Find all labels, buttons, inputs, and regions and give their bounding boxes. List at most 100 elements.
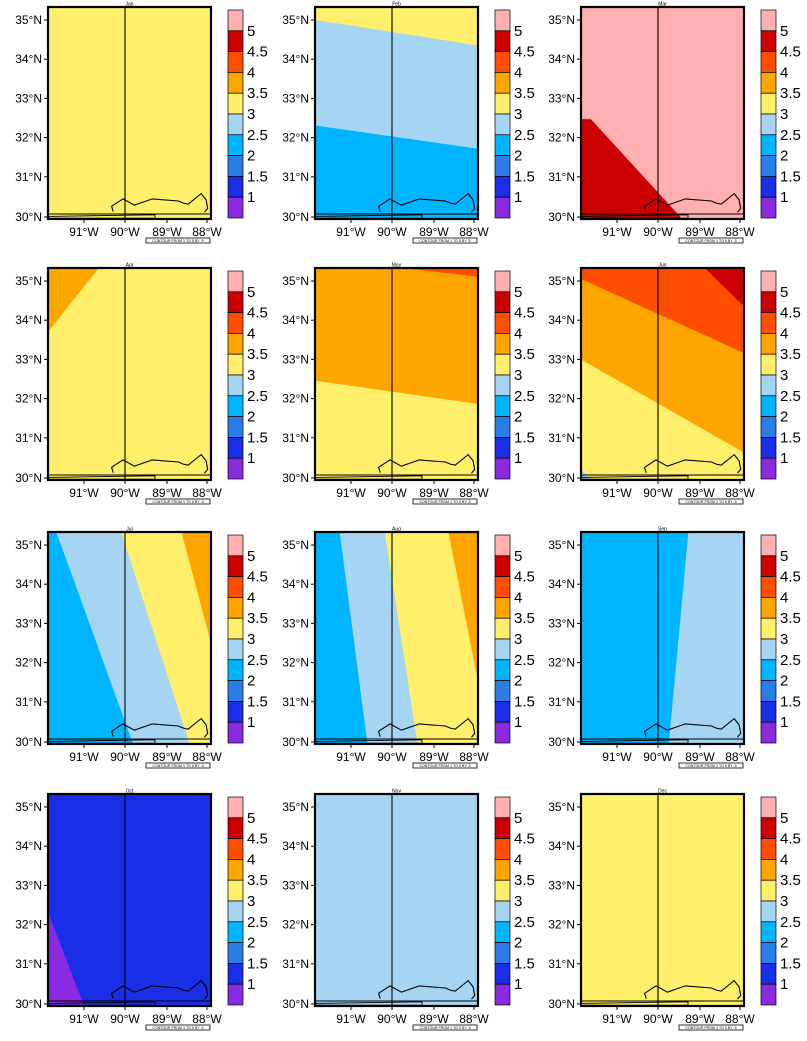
contour-info-box: CONTOUR FROM 1 TO 5 BY .5 (678, 1024, 744, 1031)
contour-region (315, 268, 478, 404)
colorbar-label: 1.5 (780, 955, 801, 972)
contour-info-text: CONTOUR FROM 1 TO 5 BY .5 (419, 239, 470, 243)
contour-info-box: CONTOUR FROM 1 TO 5 BY .5 (678, 237, 744, 244)
colorbar-label: 3 (514, 106, 522, 123)
colorbar: 5 4.5 4 3.5 3 2.5 2 1.5 1 (227, 270, 268, 480)
coastline (110, 979, 209, 1000)
lat-label: 31°N (282, 695, 309, 709)
colorbar-label: 4 (780, 325, 788, 342)
map-frame (313, 792, 480, 1008)
contour-info-text: CONTOUR FROM 1 TO 5 BY .5 (152, 239, 203, 243)
colorbar-swatch (494, 576, 511, 598)
lon-label: 90°W (643, 486, 673, 500)
colorbar-label: 4.5 (780, 305, 801, 322)
coastline (377, 453, 476, 474)
map-panel-sep: Sep 35°N 34°N 33°N 32°N 31°N 30°N 91°W 90°W 89°W 8… (548, 527, 801, 769)
colorbar-swatch (760, 701, 777, 723)
contour-fills (581, 268, 744, 480)
colorbar-label: 2 (780, 148, 788, 165)
lat-label: 32°N (282, 131, 309, 145)
colorbar-label: 2.5 (247, 652, 268, 669)
colorbar-swatch (494, 879, 511, 902)
panel-title: Dec (658, 789, 667, 795)
colorbar-label: 1.5 (514, 429, 535, 446)
colorbar-label: 4 (247, 325, 255, 342)
lon-label: 88°W (725, 225, 755, 239)
colorbar-swatch (494, 457, 511, 480)
colorbar-swatch (760, 30, 777, 52)
lat-label: 33°N (15, 91, 42, 105)
colorbar-swatch (760, 134, 777, 156)
colorbar-swatch (494, 983, 511, 1006)
lon-label: 90°W (643, 1012, 673, 1026)
lat-label: 33°N (548, 878, 575, 892)
colorbar: 5 4.5 4 3.5 3 2.5 2 1.5 1 (227, 534, 268, 744)
lon-label: 88°W (459, 486, 489, 500)
colorbar-swatch (227, 534, 244, 557)
panel-title: Jun (658, 263, 666, 269)
colorbar-label: 1.5 (514, 693, 535, 710)
colorbar-swatch (227, 196, 244, 219)
colorbar-swatch (227, 395, 244, 417)
panel-title: Jan (125, 2, 133, 8)
contour-info-box: CONTOUR FROM 1 TO 5 BY .5 (412, 1024, 478, 1031)
lat-label: 30°N (15, 997, 42, 1011)
colorbar-swatch (494, 333, 511, 355)
colorbar-label: 5 (514, 810, 522, 827)
lon-label: 91°W (602, 750, 632, 764)
colorbar-label: 4.5 (514, 569, 535, 586)
colorbar-label: 2 (247, 409, 255, 426)
colorbar-label: 3.5 (247, 610, 268, 627)
colorbar-swatch (494, 555, 511, 577)
contour-region (404, 268, 478, 277)
colorbar-swatch (760, 597, 777, 619)
colorbar-label: 3.5 (247, 85, 268, 102)
colorbar-swatch (760, 900, 777, 923)
colorbar-swatch (494, 395, 511, 417)
lat-label: 32°N (15, 392, 42, 406)
lat-label: 30°N (282, 210, 309, 224)
colorbar-swatch (494, 72, 511, 94)
lat-label: 31°N (548, 170, 575, 184)
colorbar-label: 3.5 (514, 346, 535, 363)
lat-label: 31°N (548, 431, 575, 445)
panel-title: Oct (126, 789, 134, 795)
lon-label: 89°W (685, 225, 715, 239)
colorbar-swatch (227, 134, 244, 156)
colorbar-swatch (760, 291, 777, 313)
lat-label: 33°N (282, 352, 309, 366)
colorbar-swatch (760, 92, 777, 115)
lon-label: 89°W (152, 486, 182, 500)
colorbar-swatch (227, 942, 244, 964)
colorbar-label: 1.5 (247, 693, 268, 710)
lat-label: 32°N (548, 131, 575, 145)
colorbar-swatch (494, 838, 511, 860)
map-panel-feb: Feb 35°N 34°N 33°N 32°N 31°N 30°N 91°W 90°W 89°W 8… (282, 2, 535, 244)
colorbar-swatch (227, 374, 244, 397)
colorbar-label: 2 (514, 409, 522, 426)
colorbar-label: 4.5 (780, 44, 801, 61)
colorbar-label: 3 (780, 631, 788, 648)
contour-info-box: CONTOUR FROM 1 TO 5 BY .5 (145, 237, 211, 244)
contour-region (48, 268, 99, 333)
lat-label: 33°N (548, 616, 575, 630)
colorbar-label: 3.5 (514, 610, 535, 627)
lon-label: 90°W (377, 486, 407, 500)
colorbar-swatch (760, 395, 777, 417)
colorbar-swatch (494, 921, 511, 943)
coastline (377, 717, 476, 738)
map-panel-jan: Jan 35°N 34°N 33°N 32°N 31°N 30°N 91°W 90°W 89°W 8… (15, 2, 268, 244)
colorbar-label: 2.5 (514, 652, 535, 669)
colorbar-label: 4 (247, 589, 255, 606)
colorbar-swatch (227, 576, 244, 598)
colorbar-swatch (760, 374, 777, 397)
colorbar-label: 2 (247, 673, 255, 690)
lat-label: 34°N (15, 52, 42, 66)
colorbar-label: 2.5 (780, 388, 801, 405)
colorbar-swatch (760, 333, 777, 355)
coastline (110, 717, 209, 738)
lat-label: 30°N (548, 997, 575, 1011)
colorbar-swatch (227, 312, 244, 334)
colorbar-swatch (227, 597, 244, 619)
colorbar-swatch (227, 859, 244, 881)
